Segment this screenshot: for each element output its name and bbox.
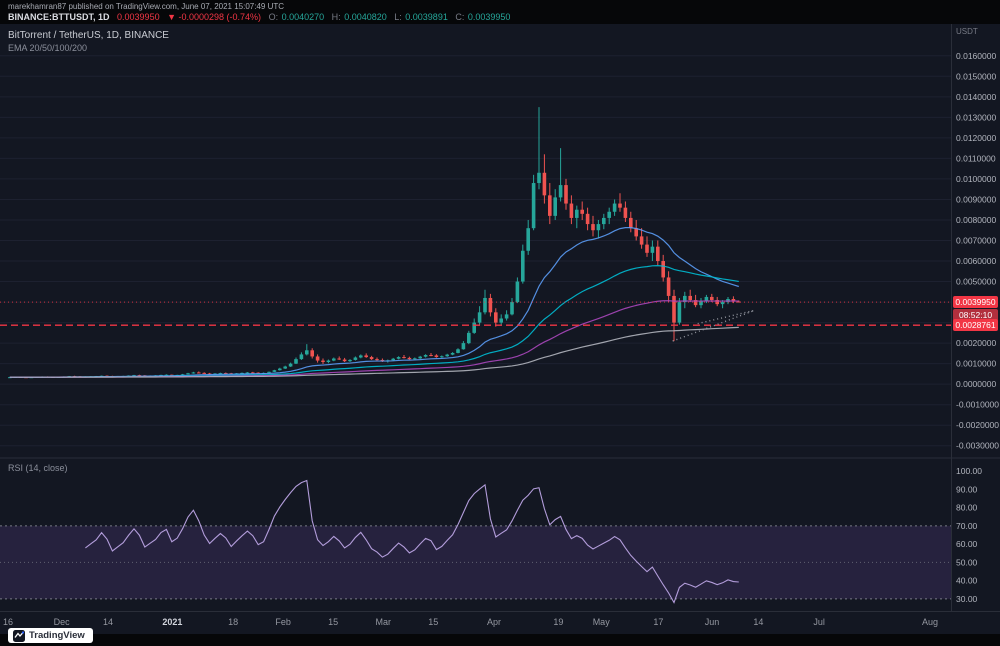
svg-text:Jun: Jun: [705, 617, 720, 627]
svg-text:0.0160000: 0.0160000: [956, 51, 996, 61]
svg-text:May: May: [593, 617, 611, 627]
price-axis-unit: USDT: [956, 27, 978, 36]
svg-text:0.0100000: 0.0100000: [956, 174, 996, 184]
bottom-bar: [0, 634, 1000, 646]
svg-text:0.0150000: 0.0150000: [956, 71, 996, 81]
svg-text:0.0070000: 0.0070000: [956, 236, 996, 246]
svg-text:Feb: Feb: [275, 617, 291, 627]
svg-text:80.00: 80.00: [956, 503, 978, 513]
svg-text:Aug: Aug: [922, 617, 938, 627]
svg-text:70.00: 70.00: [956, 521, 978, 531]
symbol-info-bar: BINANCE:BTTUSDT, 1D 0.0039950 ▼ -0.00002…: [8, 12, 515, 22]
svg-text:0.0000000: 0.0000000: [956, 379, 996, 389]
svg-text:17: 17: [653, 617, 663, 627]
top-bar: marekhamran87 published on TradingView.c…: [0, 0, 1000, 24]
close-value: 0.0039950: [467, 12, 511, 22]
svg-text:30.00: 30.00: [956, 594, 978, 604]
svg-text:0.0050000: 0.0050000: [956, 277, 996, 287]
price-change: ▼ -0.0000298 (-0.74%): [167, 12, 262, 22]
high-value: 0.0040820: [344, 12, 387, 22]
ema-indicator-legend: EMA 20/50/100/200: [8, 43, 88, 53]
svg-text:19: 19: [553, 617, 563, 627]
svg-text:14: 14: [753, 617, 763, 627]
low-value: 0.0039891: [405, 12, 448, 22]
svg-text:-0.0030000: -0.0030000: [956, 441, 999, 451]
high-label: H:: [331, 12, 341, 22]
tradingview-logo-icon: [13, 629, 25, 642]
support-line-axis-label: 0.0028761: [953, 319, 998, 331]
svg-text:Mar: Mar: [375, 617, 391, 627]
svg-text:15: 15: [428, 617, 438, 627]
tradingview-logo-badge[interactable]: TradingView: [8, 628, 93, 643]
publish-info: marekhamran87 published on TradingView.c…: [8, 2, 285, 11]
low-label: L:: [394, 12, 402, 22]
svg-text:100.00: 100.00: [956, 466, 982, 476]
svg-text:60.00: 60.00: [956, 539, 978, 549]
svg-text:2021: 2021: [162, 617, 182, 627]
svg-text:15: 15: [328, 617, 338, 627]
svg-text:0.0010000: 0.0010000: [956, 359, 996, 369]
last-price-axis-label: 0.0039950: [953, 296, 998, 308]
svg-text:16: 16: [3, 617, 13, 627]
svg-text:50.00: 50.00: [956, 557, 978, 567]
svg-text:0.0080000: 0.0080000: [956, 215, 996, 225]
bar-countdown-label: 08:52:10: [953, 309, 998, 321]
svg-text:-0.0020000: -0.0020000: [956, 420, 999, 430]
svg-text:90.00: 90.00: [956, 484, 978, 494]
svg-text:Jul: Jul: [813, 617, 825, 627]
tradingview-logo-text: TradingView: [29, 630, 85, 641]
svg-text:0.0110000: 0.0110000: [956, 153, 996, 163]
svg-text:40.00: 40.00: [956, 576, 978, 586]
svg-text:Dec: Dec: [54, 617, 71, 627]
symbol-name: BINANCE:BTTUSDT, 1D: [8, 12, 110, 22]
svg-text:-0.0010000: -0.0010000: [956, 400, 999, 410]
svg-text:0.0090000: 0.0090000: [956, 194, 996, 204]
chart-legend-title: BitTorrent / TetherUS, 1D, BINANCE: [8, 30, 169, 41]
svg-text:0.0060000: 0.0060000: [956, 256, 996, 266]
svg-text:0.0120000: 0.0120000: [956, 133, 996, 143]
svg-text:0.0020000: 0.0020000: [956, 338, 996, 348]
svg-text:18: 18: [228, 617, 238, 627]
open-value: 0.0040270: [281, 12, 325, 22]
close-label: C:: [455, 12, 465, 22]
svg-text:Apr: Apr: [487, 617, 501, 627]
svg-text:0.0130000: 0.0130000: [956, 112, 996, 122]
last-price-value: 0.0039950: [117, 12, 160, 22]
svg-text:0.0140000: 0.0140000: [956, 92, 996, 102]
svg-text:14: 14: [103, 617, 113, 627]
open-label: O:: [268, 12, 279, 22]
rsi-indicator-legend: RSI (14, close): [8, 463, 68, 473]
